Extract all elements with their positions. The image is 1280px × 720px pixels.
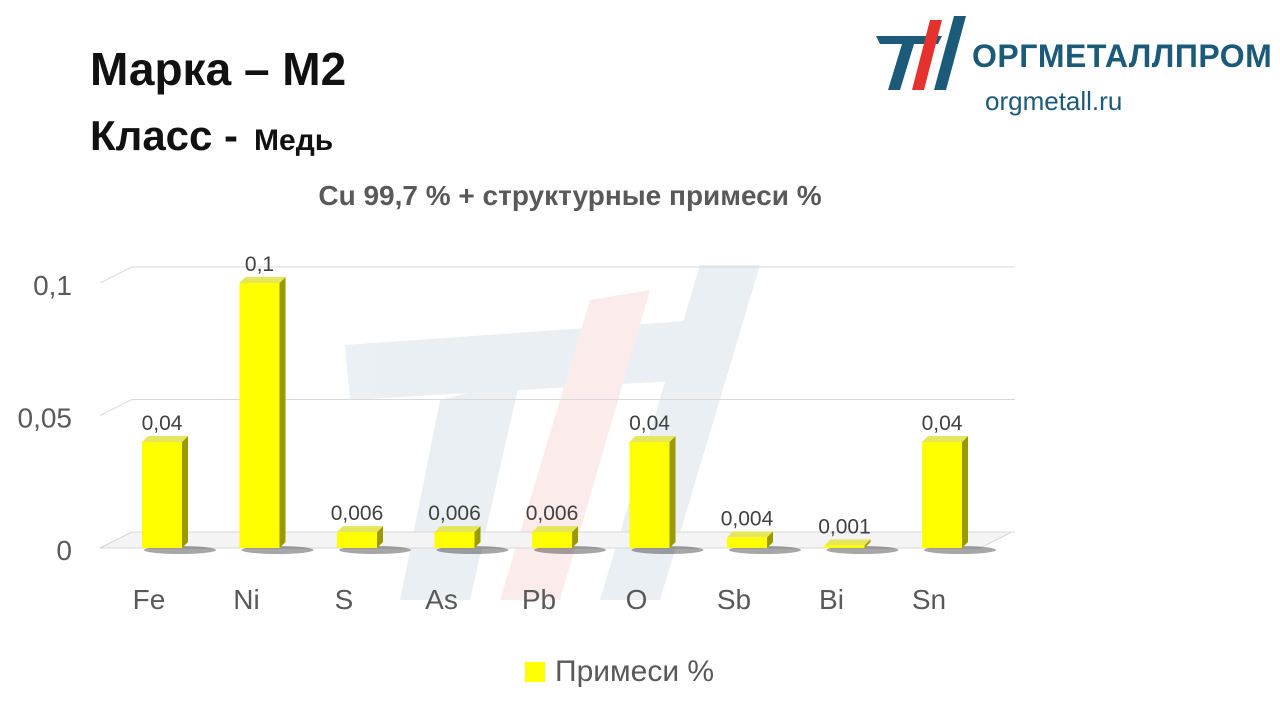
class-title: Класс - Медь	[90, 112, 333, 160]
bar-side	[767, 531, 773, 548]
x-tick-label: Fe	[133, 584, 166, 615]
bar	[532, 532, 572, 548]
x-tick-label: S	[335, 584, 354, 615]
brand-logo-icon	[876, 16, 966, 90]
bar-side	[669, 436, 676, 548]
gridline-side	[99, 399, 133, 416]
x-tick-label: Ni	[233, 584, 259, 615]
x-tick-label: O	[626, 584, 648, 615]
chart-title: Cu 99,7 % + структурные примеси %	[318, 180, 822, 211]
class-value: Медь	[254, 124, 334, 157]
bar-top	[629, 436, 676, 442]
bar-side	[572, 526, 578, 548]
gridline-side	[99, 531, 133, 549]
bar-top	[532, 526, 578, 533]
bar-top	[142, 436, 188, 442]
bar	[434, 532, 475, 548]
x-tick-label: Sn	[912, 584, 946, 615]
bar-side	[962, 436, 968, 548]
legend-label: Примеси %	[555, 655, 715, 688]
data-label: 0,001	[818, 515, 871, 538]
data-label: 0,004	[721, 507, 774, 530]
y-tick-label: 0	[56, 535, 72, 566]
bar-top	[727, 531, 773, 538]
grade-title: Марка – М2	[90, 43, 347, 95]
x-tick-label: Sb	[717, 584, 751, 615]
bar	[922, 442, 962, 548]
data-label: 0,04	[629, 412, 670, 435]
bar-side	[377, 526, 383, 548]
y-tick-label: 0,05	[18, 403, 73, 434]
bar-top	[824, 539, 871, 546]
data-label: 0,006	[331, 502, 384, 525]
bar-side	[474, 526, 481, 548]
bar-side	[182, 436, 188, 548]
data-label: 0,006	[526, 502, 579, 525]
bar	[239, 283, 280, 548]
class-label: Класс -	[90, 112, 239, 159]
bar-top	[434, 526, 481, 533]
x-tick-label: As	[425, 584, 458, 615]
bar	[824, 545, 865, 548]
bar-top	[239, 277, 286, 283]
bar	[337, 532, 377, 548]
bar-top	[922, 436, 968, 442]
data-label: 0,006	[428, 502, 481, 525]
x-tick-label: Pb	[522, 584, 556, 615]
brand-name: ОРГМЕТАЛЛПРОМ	[972, 38, 1273, 74]
bar	[629, 442, 670, 548]
bar	[727, 537, 767, 548]
y-tick-label: 0,1	[33, 270, 72, 301]
bar	[142, 442, 182, 548]
brand-site: orgmetall.ru	[985, 86, 1123, 116]
x-tick-label: Bi	[819, 584, 844, 615]
bar-side	[864, 539, 871, 548]
data-label: 0,04	[922, 412, 963, 435]
chart-legend: Примеси %	[525, 655, 714, 689]
data-label: 0,04	[142, 412, 183, 435]
bar-top	[337, 526, 383, 533]
data-label: 0,1	[245, 253, 274, 276]
gridline-side	[99, 266, 133, 284]
legend-swatch	[525, 662, 545, 682]
bar-side	[279, 277, 286, 548]
